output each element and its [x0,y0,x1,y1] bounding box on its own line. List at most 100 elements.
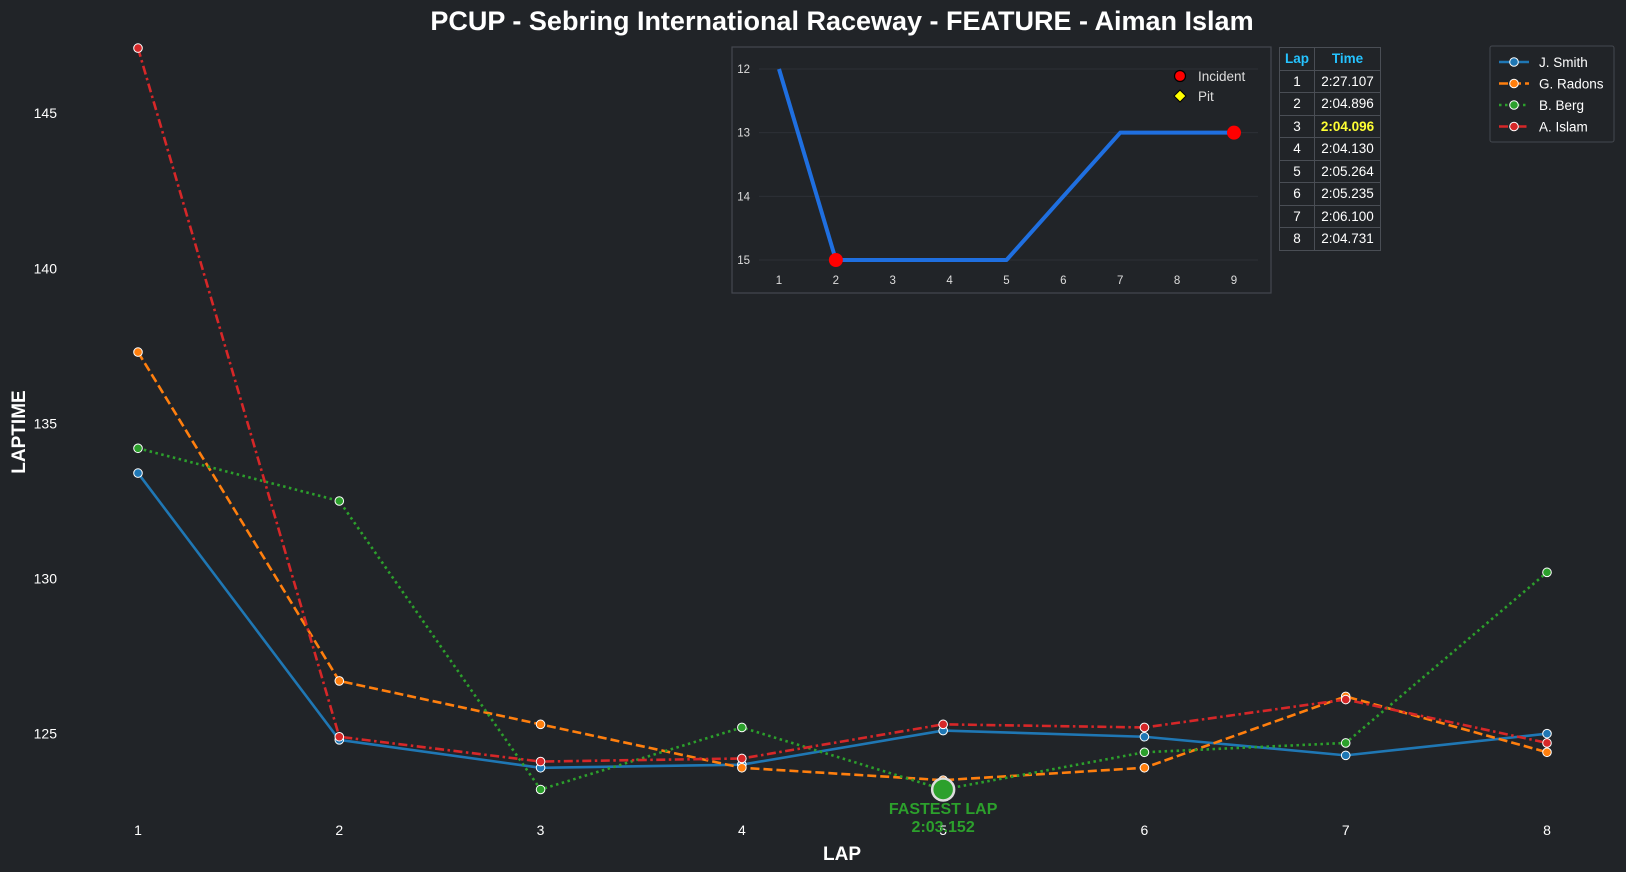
data-point [1542,747,1552,758]
data-point [737,722,747,733]
driver-legend: J. Smith G. Radons B. Berg A. Islam [1489,45,1615,143]
pit-legend-label: Pit [1198,89,1214,104]
lap-time-cell: 2:27.107 [1314,69,1382,93]
data-point [133,443,143,454]
x-tick-label: 5 [939,822,947,838]
x-tick-label: 4 [738,822,746,838]
x-tick-label: 6 [1141,822,1149,838]
fastest-lap-time: 2:03.152 [912,819,975,836]
inset-x-tick-label: 4 [946,275,953,287]
x-tick-label: 7 [1342,822,1350,838]
lap-table-row: 2 2:04.896 [1278,92,1382,116]
lap-table-header-row: Lap Time [1278,47,1382,71]
data-point [1139,762,1150,773]
y-tick-label: 145 [34,105,58,121]
lap-table-row: 8 2:04.731 [1278,227,1382,251]
lap-number-cell: 4 [1278,137,1316,161]
x-tick-label: 3 [537,822,545,838]
y-tick-label: 140 [34,260,58,276]
incident-marker [828,253,843,267]
lap-number-cell: 1 [1278,69,1316,93]
incident-marker [1227,125,1241,140]
lap-table-row: 3 2:04.096 [1278,114,1382,138]
inset-x-tick-label: 5 [1003,275,1009,287]
data-point [1542,738,1552,748]
data-point [1340,750,1351,761]
position-line [777,68,1234,262]
lap-table-row: 4 2:04.130 [1278,137,1382,161]
legend-marker [1509,78,1519,89]
inset-y-tick-label: 12 [737,64,750,76]
lap-number-cell: 8 [1278,227,1316,251]
legend-marker [1509,121,1519,132]
x-tick-label: 1 [134,822,142,838]
pit-legend-icon [1173,89,1187,103]
x-tick-label: 8 [1543,822,1551,838]
inset-x-tick-label: 3 [890,275,896,287]
lap-table-row: 5 2:05.264 [1278,159,1382,183]
y-tick-label: 125 [34,726,58,742]
inset-x-tick-label: 2 [833,275,839,287]
x-tick-label: 2 [335,822,343,838]
incident-legend-label: Incident [1198,69,1246,84]
data-point [1542,567,1552,578]
legend-label: G. Radons [1539,77,1604,92]
legend-marker [1509,57,1519,67]
lap-number-cell: 5 [1278,159,1316,183]
lap-table-row: 1 2:27.107 [1278,69,1382,93]
data-point [535,756,546,767]
lap-time-cell: 2:04.731 [1314,227,1382,251]
data-point [1139,731,1150,742]
series-line-0 [136,472,1548,770]
inset-frame [731,46,1272,294]
data-point [1139,722,1150,733]
inset-x-tick-label: 8 [1174,275,1180,287]
lap-column-header: Lap [1278,47,1316,71]
series-line-1 [136,351,1548,782]
y-tick-label: 130 [34,571,58,587]
data-point [535,784,546,795]
lap-time-cell: 2:04.096 [1314,114,1382,138]
inset-y-tick-label: 14 [737,191,750,203]
lap-table-row: 6 2:05.235 [1278,182,1382,206]
data-point [133,347,143,357]
data-point [535,719,546,730]
incident-legend-icon [1173,69,1187,83]
y-axis-label: LAPTIME [9,390,30,473]
data-point [737,762,747,773]
lap-number-cell: 3 [1278,114,1316,138]
lap-number-cell: 6 [1278,182,1316,206]
lap-time-cell: 2:05.264 [1314,159,1382,183]
lap-time-cell: 2:04.130 [1314,137,1382,161]
lap-time-cell: 2:04.896 [1314,92,1382,116]
lap-number-cell: 7 [1278,204,1316,228]
data-point [1340,738,1351,748]
x-axis-label: LAP [823,844,861,865]
time-column-header: Time [1314,47,1382,71]
inset-x-tick-label: 6 [1060,275,1066,287]
data-point [133,468,143,478]
inset-x-tick-label: 9 [1231,275,1237,287]
lap-table-row: 7 2:06.100 [1278,204,1382,228]
data-point [938,719,948,730]
legend-frame [1489,45,1615,143]
inset-x-tick-label: 1 [776,275,782,287]
data-point [334,731,345,742]
inset-x-tick-label: 7 [1117,275,1123,287]
data-point [133,43,143,53]
legend-label: A. Islam [1539,120,1588,135]
series-line-3 [136,47,1548,763]
y-tick-label: 135 [34,415,58,431]
data-point [334,496,345,506]
lap-time-cell: 2:06.100 [1314,204,1382,228]
chart-title: PCUP - Sebring International Raceway - F… [430,6,1253,36]
data-point [1542,728,1552,739]
inset-y-tick-label: 13 [737,128,750,140]
data-point [1340,694,1351,705]
fastest-lap-label: FASTEST LAP [889,801,998,818]
legend-label: B. Berg [1539,98,1584,113]
inset-y-tick-label: 15 [737,255,750,267]
